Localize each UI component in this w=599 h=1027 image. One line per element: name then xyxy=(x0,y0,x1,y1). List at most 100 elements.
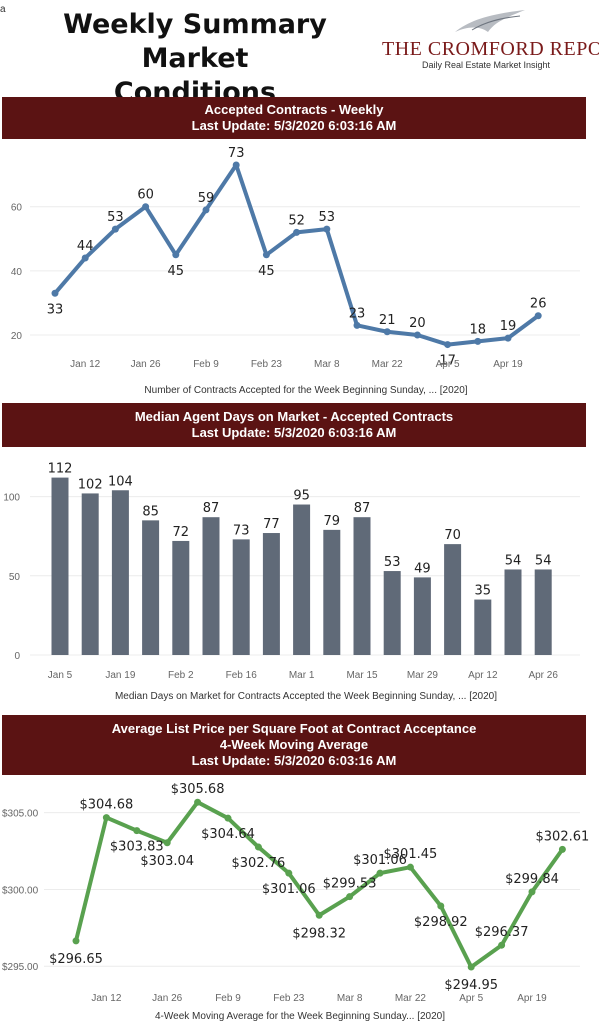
chart3-x-tick-label: Jan 26 xyxy=(152,993,182,1004)
chart3-point xyxy=(254,843,262,851)
chart3-point xyxy=(437,902,445,910)
chart2-bar xyxy=(413,577,431,655)
logo-bird-icon xyxy=(455,10,525,32)
chart2-bar xyxy=(262,533,280,655)
chart3-data-label: $301.06 xyxy=(353,853,407,868)
chart1-data-label: 23 xyxy=(349,306,366,321)
chart2-y-tick-label: 100 xyxy=(3,493,20,504)
chart1-banner-update: Last Update: 5/3/2020 6:03:16 AM xyxy=(191,118,397,133)
chart2-y-tick-label: 0 xyxy=(14,651,20,662)
chart1-data-label: 52 xyxy=(288,213,305,228)
chart3-point xyxy=(224,814,232,822)
chart3-price-per-sqft-line: $295.00 $300.00 $305.00 $296.65 $304.68 $303.… xyxy=(2,782,590,1022)
chart3-point xyxy=(315,911,323,919)
chart1-point xyxy=(413,331,421,339)
chart2-data-label: 35 xyxy=(475,584,492,599)
chart2-bar xyxy=(232,539,250,655)
chart1-y-tick-label: 40 xyxy=(11,267,23,278)
chart3-data-label: $296.65 xyxy=(49,952,103,967)
chart1-data-label: 18 xyxy=(470,322,487,337)
chart1-x-tick-label: Mar 22 xyxy=(372,359,404,370)
chart1-point xyxy=(534,312,542,320)
chart1-point xyxy=(323,225,331,233)
chart3-point xyxy=(163,839,171,847)
chart3-x-tick-label: Mar 8 xyxy=(337,993,363,1004)
chart2-bar xyxy=(504,569,522,655)
chart3-y-tick-label: $305.00 xyxy=(2,809,39,820)
chart3-data-label: $305.68 xyxy=(171,782,225,797)
chart1-point xyxy=(474,337,482,345)
chart3-point xyxy=(528,888,536,896)
chart2-median-days-bar: 0 50 100 112 102 104 85 72 87 73 77 95 79 87 53 49 70 35 5… xyxy=(3,462,580,702)
chart1-data-label: 20 xyxy=(409,316,426,331)
chart3-banner-subtitle: 4-Week Moving Average xyxy=(219,737,369,752)
chart3-y-tick-label: $295.00 xyxy=(2,962,39,973)
chart1-data-label: 45 xyxy=(168,264,185,279)
chart1-data-label: 19 xyxy=(500,319,517,334)
chart2-data-label: 73 xyxy=(233,523,250,538)
chart1-point xyxy=(262,251,270,259)
chart2-data-label: 102 xyxy=(78,477,103,492)
chart2-bar xyxy=(172,540,190,655)
chart3-point xyxy=(406,863,414,871)
chart1-data-label: 53 xyxy=(107,210,124,225)
chart3-x-tick-label: Apr 19 xyxy=(517,993,547,1004)
chart1-data-label: 33 xyxy=(47,302,64,317)
chart1-point xyxy=(172,251,180,259)
chart2-data-label: 72 xyxy=(173,525,190,540)
chart1-x-tick-label: Jan 26 xyxy=(131,359,161,370)
chart2-bar xyxy=(51,477,69,655)
chart3-data-label: $304.68 xyxy=(80,798,134,813)
chart3-point xyxy=(346,893,354,901)
chart1-point xyxy=(504,334,512,342)
chart2-data-label: 49 xyxy=(414,561,431,576)
chart2-data-label: 112 xyxy=(48,462,73,477)
chart2-x-tick-label: Apr 12 xyxy=(468,670,498,681)
chart1-point xyxy=(111,225,119,233)
chart2-banner: Median Agent Days on Market - Accepted C… xyxy=(2,403,586,447)
chart1-series-line xyxy=(53,163,540,347)
chart3-data-label: $303.83 xyxy=(110,840,164,855)
chart1-data-label: 45 xyxy=(258,264,275,279)
chart1-x-tick-label: Feb 9 xyxy=(193,359,219,370)
chart3-caption: 4-Week Moving Average for the Week Begin… xyxy=(155,1011,445,1022)
chart3-point xyxy=(285,869,293,877)
page-title-line-1: Weekly Summary xyxy=(63,9,327,40)
chart2-data-label: 87 xyxy=(354,501,371,516)
chart1-point xyxy=(142,203,150,211)
chart1-point xyxy=(232,161,240,169)
chart2-bar xyxy=(323,529,341,655)
chart3-banner-update: Last Update: 5/3/2020 6:03:16 AM xyxy=(191,753,397,768)
chart1-data-label: 60 xyxy=(137,188,154,203)
chart3-point xyxy=(498,941,506,949)
chart3-data-label: $302.61 xyxy=(536,829,590,844)
chart2-x-tick-label: Mar 29 xyxy=(407,670,439,681)
chart2-data-label: 104 xyxy=(108,474,133,489)
chart3-x-tick-label: Jan 12 xyxy=(91,993,121,1004)
logo-tagline: Daily Real Estate Market Insight xyxy=(422,60,551,70)
chart3-point xyxy=(72,937,80,945)
chart3-point xyxy=(558,845,566,853)
chart3-point xyxy=(194,798,202,806)
chart3-point xyxy=(102,814,110,822)
chart3-banner-title: Average List Price per Square Foot at Co… xyxy=(111,721,477,736)
chart1-x-tick-label: Feb 23 xyxy=(251,359,283,370)
chart2-data-label: 87 xyxy=(203,501,220,516)
chart3-banner: Average List Price per Square Foot at Co… xyxy=(2,715,586,775)
chart3-x-tick-label: Mar 22 xyxy=(395,993,427,1004)
chart1-point xyxy=(81,254,89,262)
chart2-bar xyxy=(202,517,220,655)
chart2-y-tick-label: 50 xyxy=(9,572,21,583)
chart2-x-tick-label: Feb 16 xyxy=(226,670,258,681)
chart2-banner-title: Median Agent Days on Market - Accepted C… xyxy=(134,409,454,424)
logo-wordmark: THE CROMFORD REPORT xyxy=(382,38,599,60)
chart1-x-tick-label: Apr 19 xyxy=(493,359,523,370)
chart2-caption: Median Days on Market for Contracts Acce… xyxy=(115,691,497,702)
chart3-series-line xyxy=(74,800,565,970)
chart2-data-label: 54 xyxy=(505,553,522,568)
chart2-data-label: 77 xyxy=(263,517,280,532)
chart1-point xyxy=(202,206,210,214)
chart1-data-label: 44 xyxy=(77,239,94,254)
cromford-logo: THE CROMFORD REPORT Daily Real Estate Ma… xyxy=(380,10,599,72)
chart1-y-tick-label: 20 xyxy=(11,331,23,342)
